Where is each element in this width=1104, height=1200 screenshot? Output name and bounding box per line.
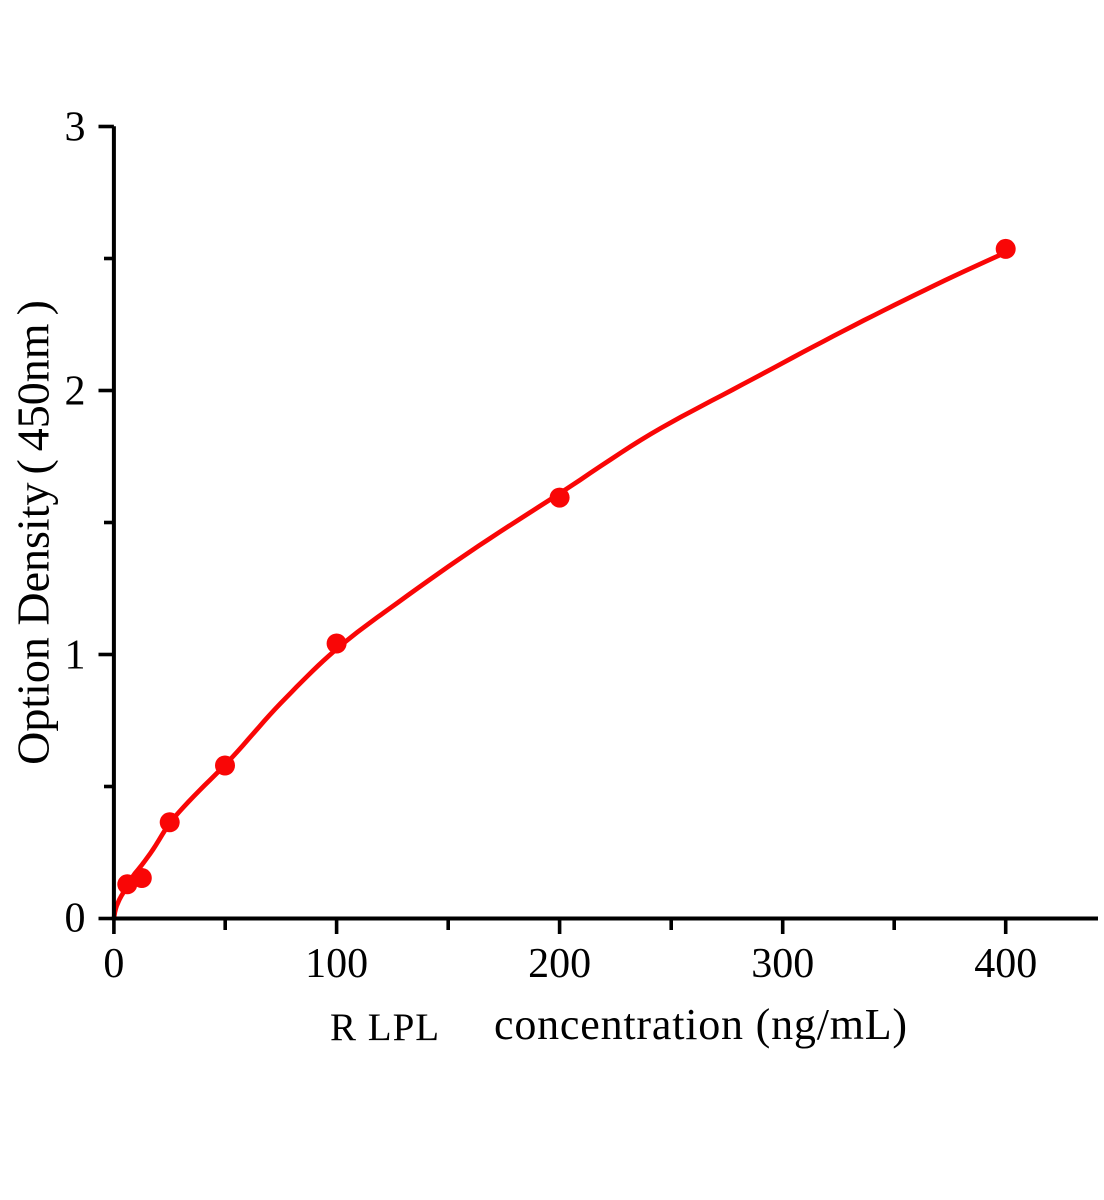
svg-text:300: 300: [751, 941, 814, 987]
svg-text:Option Density(450nm): Option Density(450nm): [8, 300, 59, 765]
svg-text:0: 0: [65, 896, 86, 942]
svg-text:0: 0: [103, 941, 124, 987]
svg-text:concentration (ng/mL): concentration (ng/mL): [494, 1000, 908, 1049]
svg-text:200: 200: [528, 941, 591, 987]
svg-text:R LPL: R LPL: [330, 1006, 440, 1049]
svg-text:100: 100: [305, 941, 368, 987]
svg-text:3: 3: [65, 105, 86, 151]
svg-text:2: 2: [65, 369, 86, 415]
svg-text:1: 1: [65, 633, 86, 679]
svg-text:400: 400: [974, 941, 1037, 987]
